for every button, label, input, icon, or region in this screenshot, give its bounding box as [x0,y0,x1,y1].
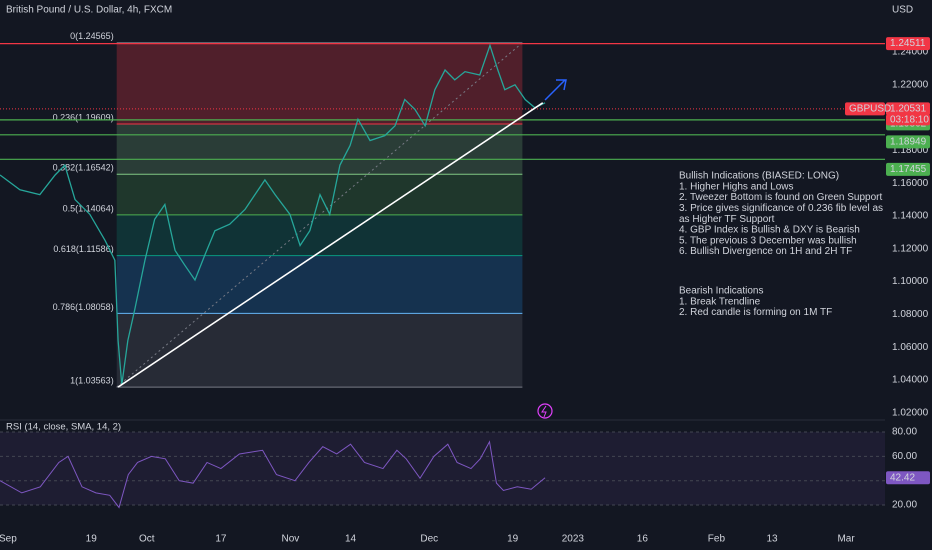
fib-label: 0.236(1.19609) [53,112,114,122]
y-tick-label: 1.12000 [892,243,929,254]
fib-label: 0.786(1.08058) [53,302,114,312]
fib-zone [116,123,523,175]
bullish-note: 6. Bullish Divergence on 1H and 2H TF [679,246,852,257]
y-tick-label: 1.08000 [892,309,929,320]
fib-label: 1(1.03563) [70,376,114,386]
alert-icon [541,405,547,418]
x-tick-label: Oct [139,534,155,545]
rsi-label: RSI (14, close, SMA, 14, 2) [6,422,121,433]
x-tick-label: 2023 [562,534,585,545]
rsi-tag-bg [886,471,930,485]
x-tick-label: Feb [708,534,726,545]
y-tick-label: 1.04000 [892,375,929,386]
symbol-tag: GBPUSD [849,104,891,115]
bullish-note: 5. The previous 3 December was bullish [679,235,857,246]
bullish-note: Bullish Indications (BIASED: LONG) [679,171,839,182]
arrow-head [556,79,567,91]
x-tick-label: 19 [86,534,98,545]
price-tag-bg [886,102,930,116]
arrow [544,79,566,101]
plot: 0(1.24565) 0.236(1.19609) 0.382(1.16542) 0.… [0,31,904,509]
fib-zone [116,313,523,388]
rsi-tick-label: 80.00 [892,427,917,438]
x-tick-label: 14 [345,534,357,545]
x-tick-label: Mar [837,534,855,545]
alert-icon [537,403,553,419]
fib-zone [116,214,523,256]
bullish-note: 1. Higher Highs and Lows [679,181,794,192]
x-tick-label: 17 [215,534,227,545]
fib-trend [116,42,523,388]
trendline [117,102,544,388]
fib-label: 0(1.24565) [70,31,114,41]
y-tick-label: 1.18000 [892,145,929,156]
time-axis [0,527,932,550]
bearish-note: Bearish Indications [679,286,764,297]
y-tick-label: 1.02000 [892,407,929,418]
y-tick-label: 1.06000 [892,342,929,353]
fib-label: 0.5(1.14064) [63,203,114,213]
rsi-tick-label: 60.00 [892,451,917,462]
fib-label: 0.382(1.16542) [53,163,114,173]
countdown-tag: 03:18:10 [890,115,929,126]
bullish-note: 3. Price gives significance of 0.236 fib… [679,203,903,214]
level-tag-bg [886,162,930,176]
bullish-note: 2. Tweezer Bottom is found on Green Supp… [679,192,904,203]
y-tick-label: 1.24000 [892,47,929,58]
x-tick-label: 19 [507,534,519,545]
price-series [0,43,546,385]
rsi-tick-label: 20.00 [892,500,917,511]
axes: 80.0060.0040.0020.001.020001.040001.0600… [0,37,930,545]
symbol-bg [845,102,885,116]
x-tick-label: 13 [766,534,778,545]
level-tag: 1.24511 [890,38,926,49]
level-tag: 1.17455 [890,164,927,175]
bearish-note: 2. Red candle is forming on 1M TF [679,307,832,318]
rsi-line [0,440,546,509]
y-tick-label: 1.14000 [892,211,929,222]
x-tick-label: 16 [637,534,649,545]
x-tick-label: Nov [281,534,299,545]
price-tag: 1.20531 [890,104,927,115]
y-tick-label: 1.16000 [892,178,929,189]
rsi-band [0,432,885,506]
level-tag: 1.18949 [890,136,927,147]
countdown-tag-bg [886,114,930,126]
bearish-note: 1. Break Trendline [679,296,761,307]
x-tick-label: Dec [420,534,438,545]
rsi-tag: 42.42 [890,472,915,483]
fib-zone [116,255,523,314]
level-tag-bg [886,37,930,51]
currency: USD [892,5,913,16]
bullish-note: as Higher TF Support [679,214,775,225]
y-tick-label: 1.22000 [892,79,929,90]
price-axis [885,0,932,550]
x-tick-label: Sep [0,534,17,545]
fib-label: 0.618(1.11586) [53,244,113,254]
chart-title: British Pound / U.S. Dollar, 4h, FXCM [6,5,172,16]
level-tag-bg [886,135,930,149]
y-tick-label: 1.10000 [892,276,929,287]
bullish-note: 4. GBP Index is Bullish & DXY is Bearish [679,225,860,236]
fib-zone [116,42,523,124]
